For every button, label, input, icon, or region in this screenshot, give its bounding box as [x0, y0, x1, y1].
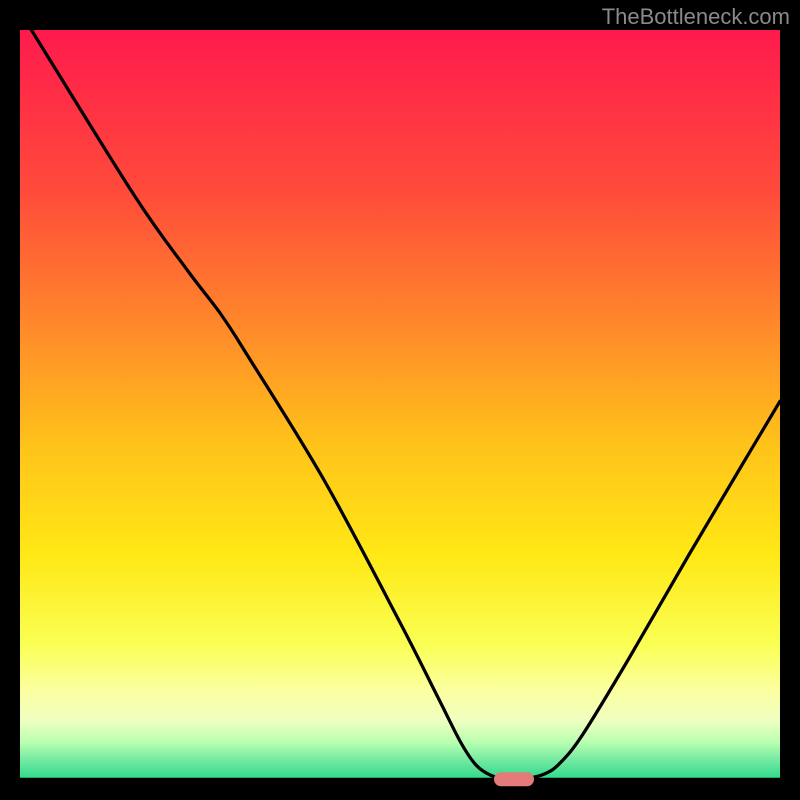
chart-stage: TheBottleneck.com — [0, 0, 800, 800]
bottleneck-chart — [0, 0, 800, 800]
watermark-text: TheBottleneck.com — [602, 4, 790, 30]
minimum-marker — [494, 772, 534, 786]
gradient-background — [20, 30, 780, 780]
